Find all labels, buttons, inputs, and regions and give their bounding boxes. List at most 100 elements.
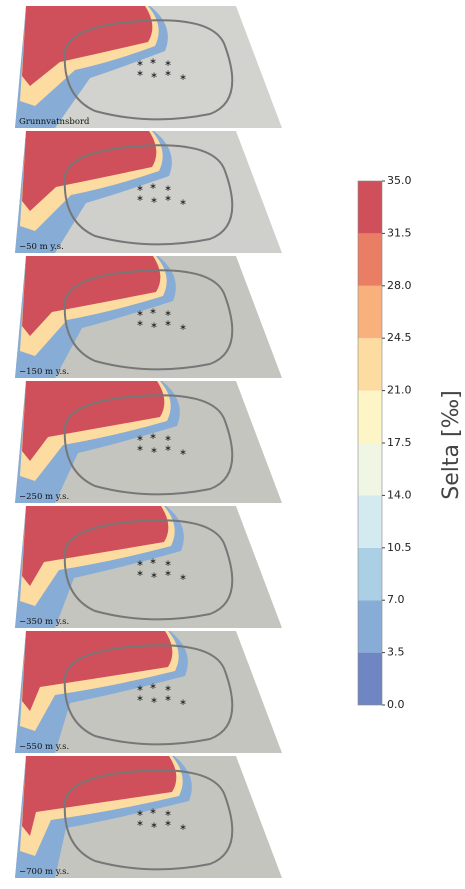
high-salinity [22,6,153,86]
station-marker: ∗ [150,321,158,331]
colorbar-band [358,338,382,391]
boundary [63,519,234,621]
station-marker: ∗ [136,559,144,569]
colorbar-tick-label: 7.0 [387,593,405,606]
station-marker: ∗ [136,444,144,454]
station-marker: ∗ [179,698,187,708]
station-marker: ∗ [164,69,172,79]
boundary [63,644,234,746]
station-marker: ∗ [136,819,144,829]
panel-label: −50 m y.s. [19,242,64,252]
station-marker: ∗ [136,569,144,579]
colorbar-tick-label: 28.0 [387,279,412,292]
high-salinity [22,506,169,586]
panel-label: Grunnvatnsbord [19,117,90,127]
colorbar-tick-label: 21.0 [387,384,412,397]
boundary [63,394,234,496]
station-marker: ∗ [164,809,172,819]
boundary [63,269,234,371]
station-marker: ∗ [164,59,172,69]
station-marker: ∗ [136,319,144,329]
high-salinity [22,256,161,336]
high-salinity [22,131,157,211]
colorbar-band [358,652,382,705]
panel-label: −550 m y.s. [19,742,69,752]
map-panel: ∗ ∗ ∗∗ ∗ ∗ ∗−250 m y.s. [15,381,282,503]
station-marker: ∗ [179,823,187,833]
panel-label: −350 m y.s. [19,617,69,627]
panel-label: −250 m y.s. [19,492,69,502]
colorbar-tick-label: 17.5 [387,436,412,449]
station-marker: ∗ [164,444,172,454]
colorbar-band [358,600,382,653]
station-marker: ∗ [179,198,187,208]
station-marker: ∗ [164,684,172,694]
high-salinity [22,631,173,711]
station-marker: ∗ [136,184,144,194]
colorbar-tick-label: 14.0 [387,488,412,501]
station-marker: ∗ [136,59,144,69]
station-marker: ∗ [164,194,172,204]
colorbar-band [358,547,382,601]
boundary [63,769,234,871]
station-marker: ∗ [149,307,157,317]
colorbar-tick-label: 24.5 [387,331,412,344]
station-marker: ∗ [164,184,172,194]
colorbar-band [358,285,382,339]
colorbar-band [358,181,382,234]
station-marker: ∗ [164,569,172,579]
station-marker: ∗ [136,694,144,704]
boundary [63,144,234,246]
station-marker: ∗ [150,71,158,81]
station-marker: ∗ [149,57,157,67]
station-marker: ∗ [149,682,157,692]
station-marker: ∗ [179,448,187,458]
colorbar-tick-label: 3.5 [387,646,405,659]
colorbar-label: Selta [‰] [439,390,464,499]
station-marker: ∗ [149,182,157,192]
station-marker: ∗ [164,309,172,319]
station-marker: ∗ [136,69,144,79]
boundary [63,19,234,121]
colorbar-tick-label: 35.0 [387,174,412,187]
station-marker: ∗ [136,684,144,694]
high-salinity [22,756,177,836]
station-marker: ∗ [150,571,158,581]
colorbar-band [358,390,382,443]
station-marker: ∗ [149,432,157,442]
colorbar-tick-label: 0.0 [387,698,405,711]
station-marker: ∗ [136,309,144,319]
colorbar-band [358,443,382,496]
station-marker: ∗ [164,559,172,569]
map-panel: ∗ ∗ ∗∗ ∗ ∗ ∗Grunnvatnsbord [15,6,282,128]
station-marker: ∗ [164,319,172,329]
map-panel: ∗ ∗ ∗∗ ∗ ∗ ∗−50 m y.s. [15,131,282,253]
panel-label: −150 m y.s. [19,367,69,377]
colorbar-tick-label: 10.5 [387,541,412,554]
station-marker: ∗ [164,819,172,829]
station-marker: ∗ [179,573,187,583]
station-marker: ∗ [149,557,157,567]
map-panel: ∗ ∗ ∗∗ ∗ ∗ ∗−350 m y.s. [15,506,282,628]
panel-label: −700 m y.s. [19,867,69,877]
map-panel: ∗ ∗ ∗∗ ∗ ∗ ∗−550 m y.s. [15,631,282,753]
station-marker: ∗ [150,446,158,456]
station-marker: ∗ [164,434,172,444]
station-marker: ∗ [150,196,158,206]
station-marker: ∗ [136,434,144,444]
station-marker: ∗ [179,323,187,333]
colorbar-tick-label: 31.5 [387,226,412,239]
colorbar-band [358,233,382,286]
high-salinity [22,381,165,461]
station-marker: ∗ [136,194,144,204]
map-panel: ∗ ∗ ∗∗ ∗ ∗ ∗−700 m y.s. [15,756,282,878]
map-panel: ∗ ∗ ∗∗ ∗ ∗ ∗−150 m y.s. [15,256,282,378]
station-marker: ∗ [150,696,158,706]
station-marker: ∗ [150,821,158,831]
station-marker: ∗ [149,807,157,817]
station-marker: ∗ [179,73,187,83]
station-marker: ∗ [136,809,144,819]
station-marker: ∗ [164,694,172,704]
colorbar-band [358,495,382,548]
